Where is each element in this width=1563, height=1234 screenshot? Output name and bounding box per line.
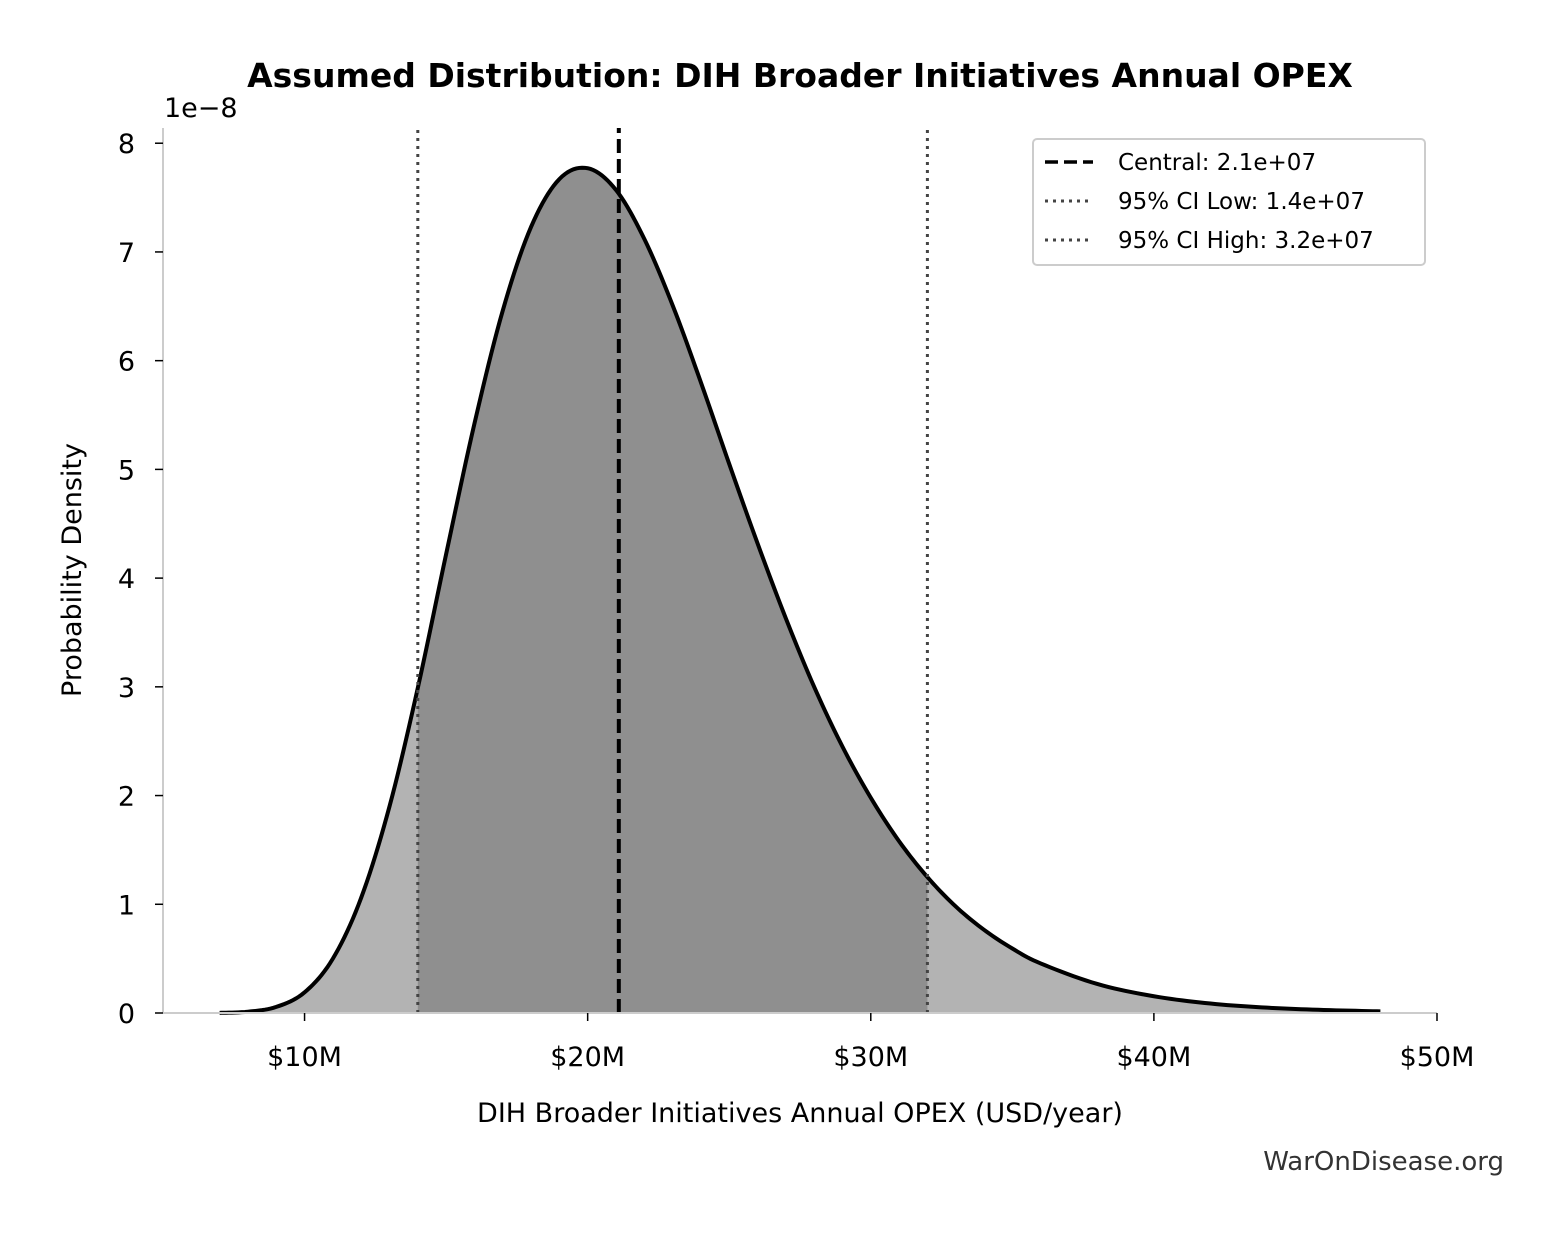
y-tick-label: 2 [118, 782, 135, 813]
x-tick-label: $40M [1116, 1042, 1191, 1073]
y-tick-label: 8 [118, 129, 135, 160]
legend: Central: 2.1e+07 95% CI Low: 1.4e+07 95%… [1032, 138, 1426, 266]
chart-title: Assumed Distribution: DIH Broader Initia… [247, 56, 1353, 95]
y-tick-label: 1 [118, 890, 135, 921]
legend-label-ci-low: 95% CI Low: 1.4e+07 [1118, 189, 1365, 215]
watermark: WarOnDisease.org [1263, 1147, 1504, 1177]
x-axis-label: DIH Broader Initiatives Annual OPEX (USD… [477, 1098, 1123, 1129]
y-tick-label: 4 [118, 564, 135, 595]
y-tick-label: 7 [118, 238, 135, 269]
x-tick-label: $30M [833, 1042, 908, 1073]
legend-box [1032, 138, 1426, 266]
density-curve [219, 165, 1381, 1015]
y-tick-label: 5 [118, 455, 135, 486]
x-tick-label: $10M [267, 1042, 342, 1073]
ci-area [417, 167, 928, 1014]
y-axis: 0 1 2 3 4 5 6 7 8 [118, 129, 163, 1030]
y-offset-label: 1e−8 [164, 93, 238, 124]
y-tick-label: 3 [118, 673, 135, 704]
x-tick-label: $20M [550, 1042, 625, 1073]
x-axis: $10M $20M $30M $40M $50M [267, 1013, 1474, 1073]
y-tick-label: 0 [118, 999, 135, 1030]
legend-label-central: Central: 2.1e+07 [1118, 150, 1316, 176]
y-tick-label: 6 [118, 347, 135, 378]
legend-label-ci-high: 95% CI High: 3.2e+07 [1118, 228, 1374, 254]
y-axis-label: Probability Density [57, 443, 88, 697]
plot-area [162, 128, 1437, 1015]
x-tick-label: $50M [1400, 1042, 1475, 1073]
